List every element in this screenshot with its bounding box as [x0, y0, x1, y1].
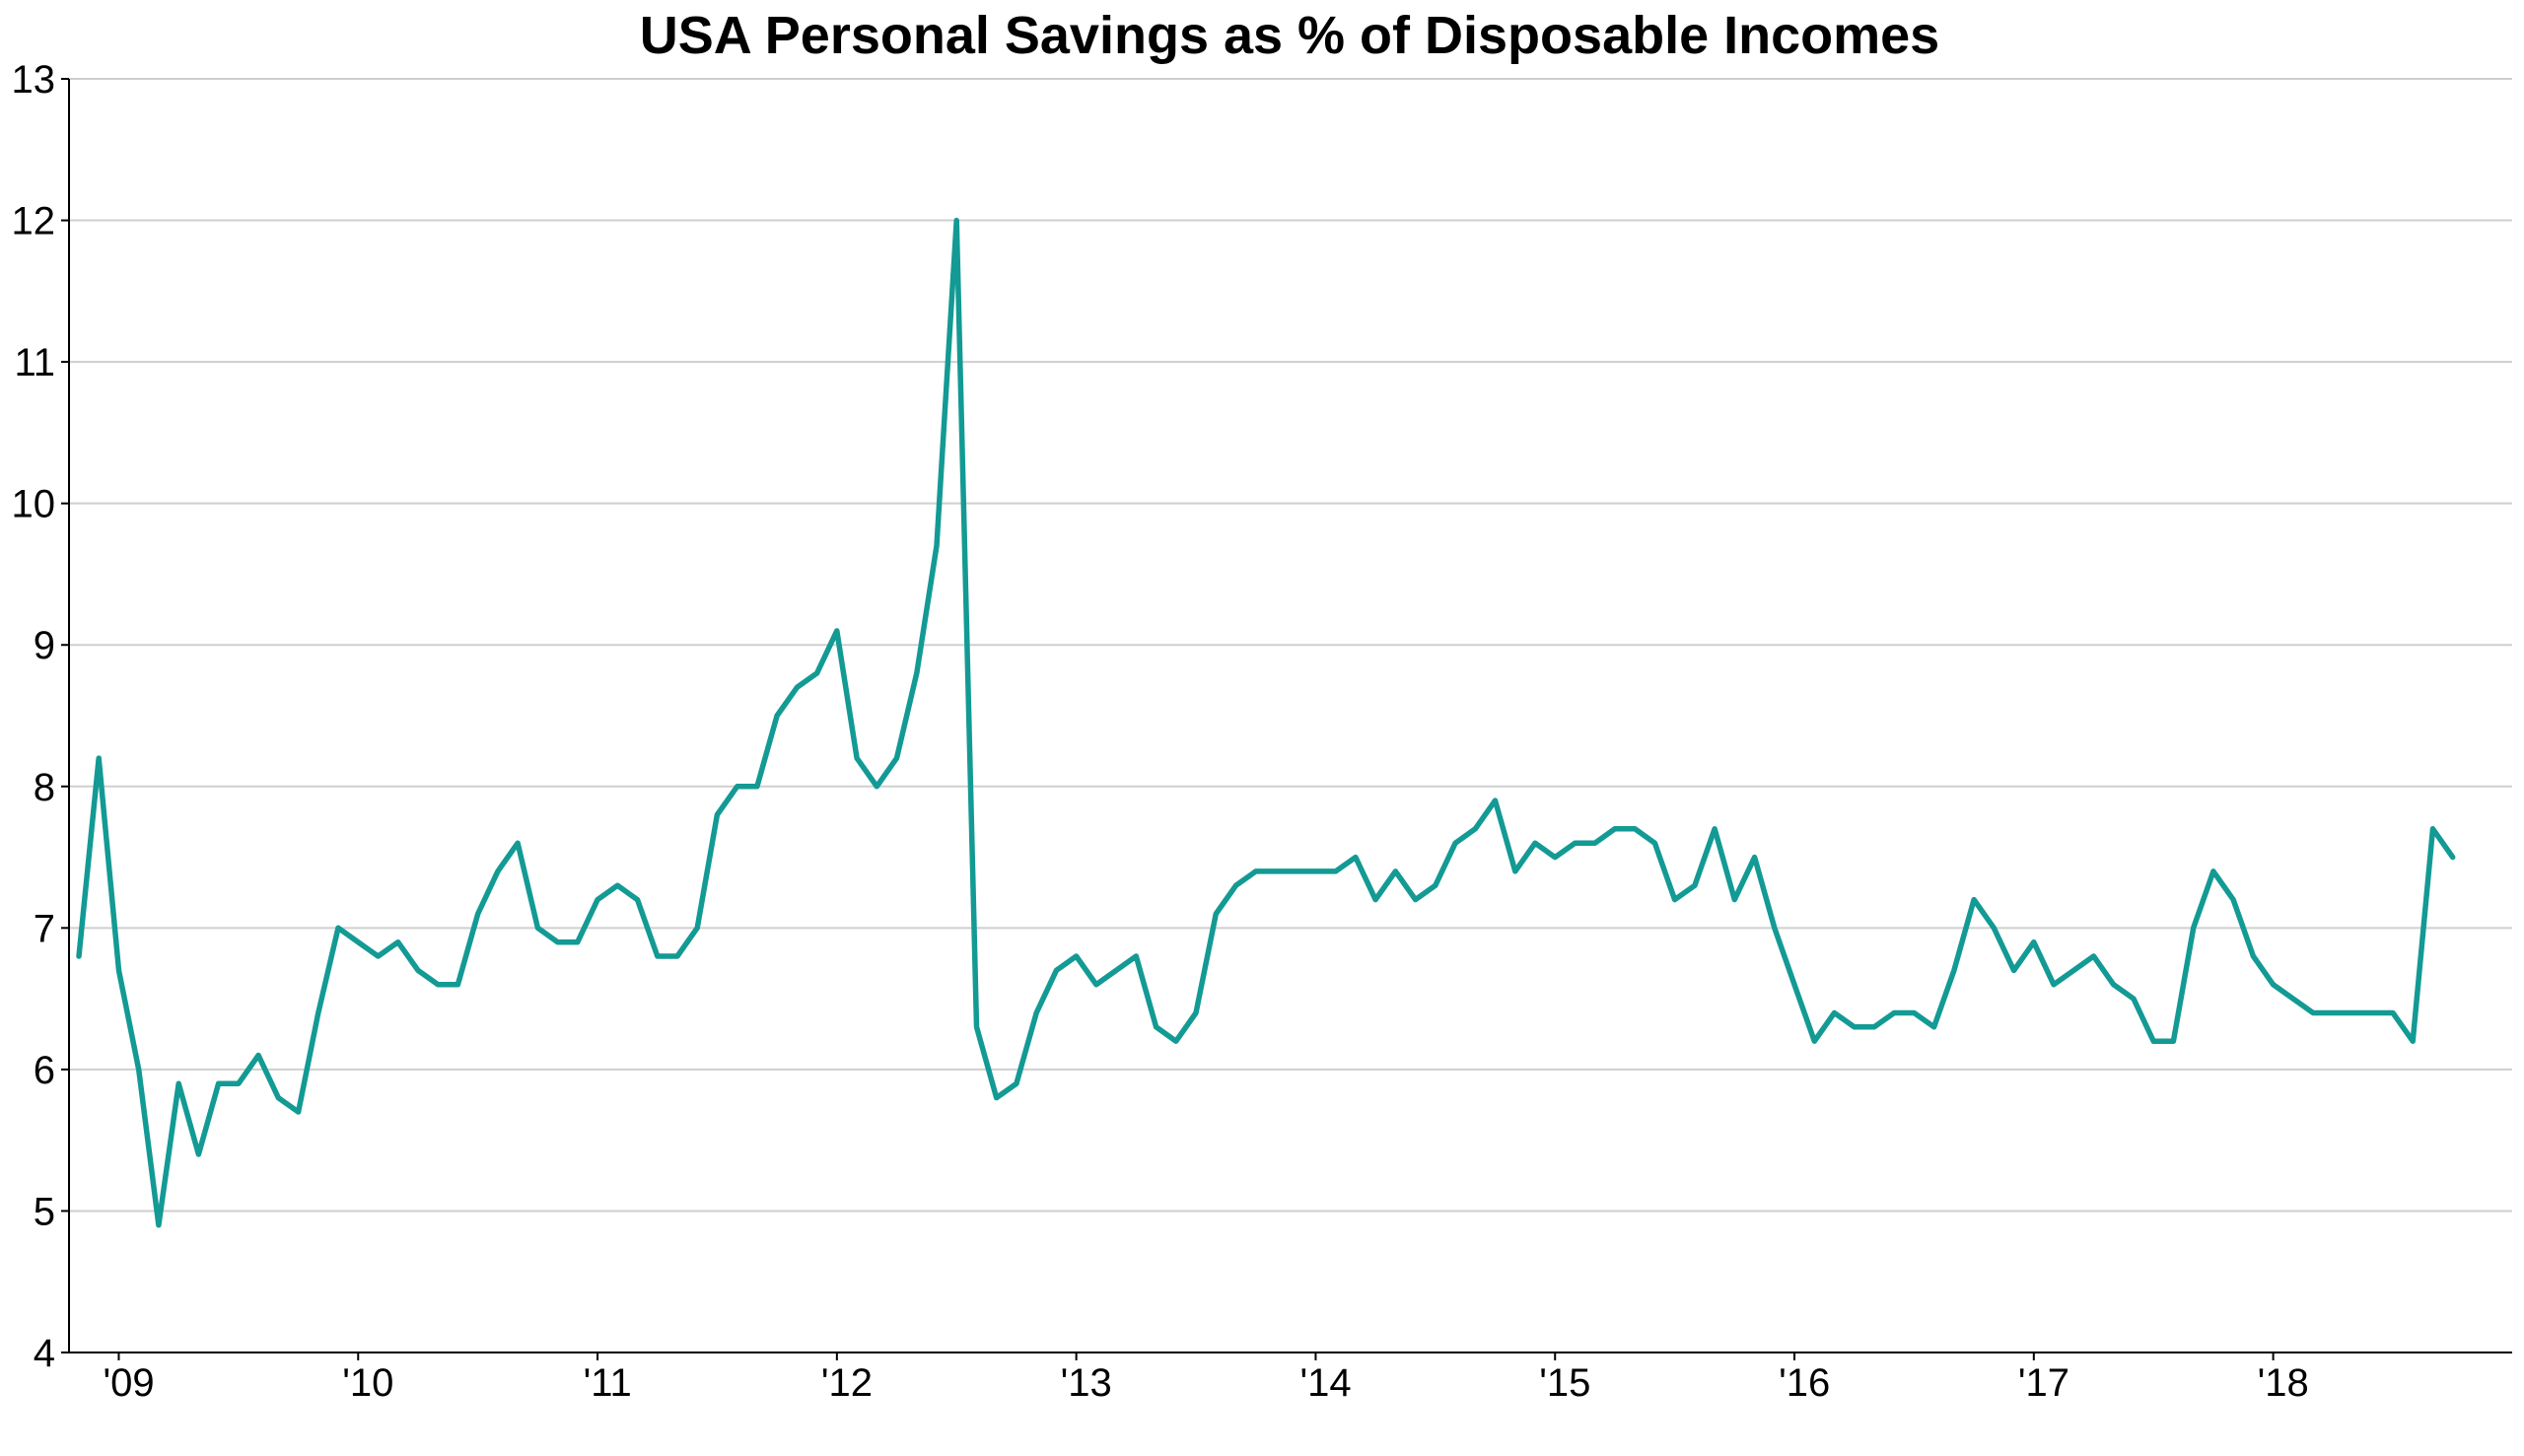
x-tick-labels: '09 '10 '11 '12 '13 '14 '15 '16 '17 '18: [104, 1352, 2309, 1405]
x-tick-label: '13: [1061, 1361, 1112, 1405]
y-tick-label: 9: [34, 624, 55, 667]
axes: [68, 79, 2512, 1353]
y-tick-label: 5: [34, 1190, 55, 1233]
x-tick-label: '14: [1299, 1361, 1351, 1405]
x-tick-label: '17: [2018, 1361, 2069, 1405]
x-tick-label: '12: [821, 1361, 873, 1405]
x-tick-label: '09: [104, 1361, 155, 1405]
y-tick-label: 7: [34, 907, 55, 950]
y-tick-label: 12: [12, 200, 56, 243]
series-line-0: [76, 217, 2456, 1228]
y-tick-label: 13: [12, 58, 56, 102]
series-layer: [76, 217, 2456, 1228]
x-tick-label: '18: [2258, 1361, 2309, 1405]
x-tick-label: '10: [342, 1361, 393, 1405]
y-tick-label: 8: [34, 766, 55, 809]
x-tick-label: '15: [1539, 1361, 1590, 1405]
y-tick-label: 11: [14, 341, 55, 384]
y-tick-labels: 4 5 6 7 8 9 10 11 12 13: [12, 58, 69, 1375]
y-tick-label: 4: [34, 1332, 55, 1375]
y-tick-label: 6: [34, 1049, 55, 1092]
x-tick-label: '16: [1779, 1361, 1830, 1405]
y-tick-label: 10: [12, 483, 56, 526]
chart-title: USA Personal Savings as % of Disposable …: [640, 6, 1939, 65]
gridlines: [69, 78, 2512, 1213]
x-tick-label: '11: [584, 1361, 632, 1405]
